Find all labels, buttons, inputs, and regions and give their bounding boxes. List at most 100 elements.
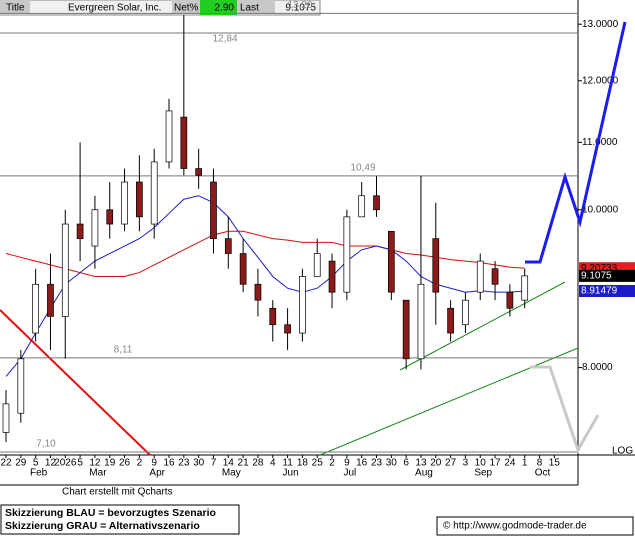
y-tick-label: 13.0000 <box>582 19 619 30</box>
x-tick-label: 26 <box>119 458 131 469</box>
x-tick-label: 20 <box>430 458 442 469</box>
candle-body <box>239 253 247 285</box>
price-box-label: 8.91479 <box>581 286 618 297</box>
x-tick-label: 17 <box>489 458 501 469</box>
candle-body <box>210 181 217 239</box>
candle-body <box>328 260 336 293</box>
month-label: Apr <box>149 468 165 479</box>
scenario-blue <box>525 21 627 264</box>
candle-body <box>106 209 114 225</box>
candle-body <box>165 110 173 163</box>
month-label: Jun <box>283 468 299 479</box>
x-tick-label: 4 <box>270 458 276 469</box>
header-cell <box>237 0 275 15</box>
month-label: Mar <box>89 468 107 479</box>
header-last: 9.1075 <box>285 3 316 14</box>
x-tick-label: 2 <box>137 458 143 469</box>
candle-body <box>47 283 54 317</box>
x-tick-label: 30 <box>386 458 398 469</box>
trend-line <box>0 309 151 456</box>
month-label: Oct <box>535 468 551 479</box>
month-label: Sep <box>474 468 492 479</box>
candle-body <box>284 324 291 334</box>
x-tick-label: 25 <box>312 458 324 469</box>
x-tick-label: 13 <box>415 458 427 469</box>
x-tick-label: 12 <box>45 458 57 469</box>
candle-body <box>358 195 366 218</box>
x-tick-label: 6 <box>403 458 409 469</box>
candle-body <box>76 223 84 239</box>
candle-body <box>476 260 484 293</box>
price-box-label: 9.20733 <box>581 263 618 274</box>
x-tick-label: 29 <box>15 458 27 469</box>
x-tick-label: 7 <box>211 458 217 469</box>
x-tick-label: 18 <box>297 458 309 469</box>
header-title-label: Title <box>6 3 25 14</box>
month-label: Aug <box>415 468 433 479</box>
x-tick-label: 9 <box>344 458 350 469</box>
candle-body <box>32 283 39 334</box>
price-box <box>579 285 635 298</box>
price-box <box>579 269 635 282</box>
level-label: 7,10 <box>36 439 56 450</box>
x-tick-label: 16 <box>163 458 175 469</box>
log-label: LOG <box>612 446 633 457</box>
x-tick-label: 22 <box>0 458 12 469</box>
level-label: 12,84 <box>212 34 237 45</box>
candle-body <box>224 238 232 254</box>
candle-body <box>313 253 321 277</box>
y-tick-label: 11.0000 <box>582 137 618 148</box>
header-cell <box>0 0 30 15</box>
scenario-gray <box>530 365 600 454</box>
x-tick-label: 8 <box>537 458 543 469</box>
x-tick-label: 12 <box>89 458 101 469</box>
x-tick-label: 23 <box>178 458 190 469</box>
candle-body <box>180 116 188 169</box>
credit: Chart erstellt mit Qcharts <box>62 487 173 498</box>
candle-body <box>521 275 529 301</box>
header-name: Evergreen Solar, Inc. <box>68 3 161 14</box>
x-tick-label: 23 <box>371 458 383 469</box>
candle-body <box>2 403 10 433</box>
x-tick-label: 24 <box>504 458 516 469</box>
candle-body <box>417 283 425 360</box>
candle-body <box>462 299 469 326</box>
y-tick-label: 10.0000 <box>582 204 619 215</box>
x-tick-label: 11 <box>282 458 293 469</box>
x-tick-label: 28 <box>252 458 264 469</box>
site-box <box>436 516 634 536</box>
candle-body <box>402 299 410 360</box>
legend-blue: Skizzierung BLAU = bevorzugtes Szenario <box>5 507 216 519</box>
candle-body <box>61 223 69 317</box>
y-tick-label: 12.0000 <box>582 75 619 86</box>
candle-body <box>506 291 514 309</box>
x-tick-label: 5 <box>77 458 83 469</box>
candle-body <box>387 230 395 293</box>
candle-body <box>254 283 262 301</box>
header-net-label: Net% <box>174 3 199 14</box>
legend-gray: Skizzierung GRAU = Alternativszenario <box>5 520 200 532</box>
trend-line <box>399 281 566 371</box>
y-tick-label: 8.0000 <box>582 362 613 373</box>
candle-body <box>447 307 454 334</box>
candle-body <box>17 358 25 414</box>
x-tick-label: 2 <box>329 458 335 469</box>
site: © http://www.godmode-trader.de <box>443 521 587 532</box>
level-label: 8,11 <box>114 345 133 356</box>
x-tick-label: 5 <box>33 458 39 469</box>
header-cell <box>200 0 237 15</box>
candle-body <box>136 181 143 218</box>
header-net: 2.90 <box>215 3 235 14</box>
x-tick-label: 21 <box>238 458 250 469</box>
candle-body <box>491 268 499 285</box>
x-tick-label: 27 <box>445 458 457 469</box>
candle-body <box>150 161 158 225</box>
price-box-label: 9.1075 <box>581 271 612 282</box>
x-tick-label: 2026 <box>54 458 77 469</box>
x-tick-label: 1 <box>522 458 528 469</box>
candle-body <box>91 209 99 247</box>
candle-body <box>121 181 128 225</box>
level-label: 13,20 <box>287 0 312 11</box>
candle-body <box>432 238 440 293</box>
